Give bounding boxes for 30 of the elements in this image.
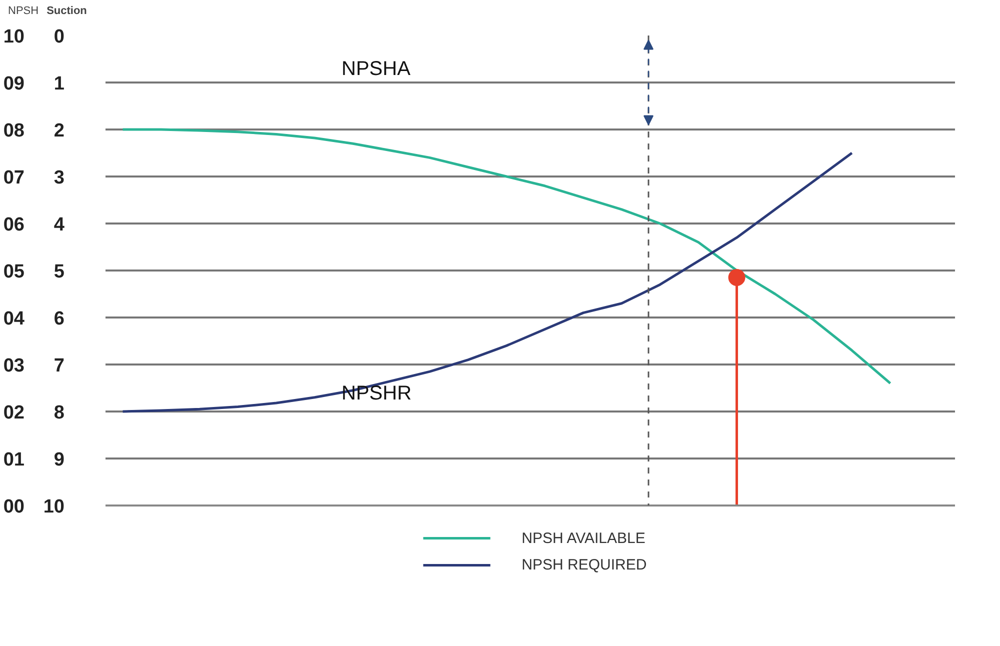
y-tick-label: 00 xyxy=(3,496,25,518)
y-tick-label: 02 xyxy=(3,402,25,424)
y-tick-label: 03 xyxy=(3,356,25,376)
y2-axis-title: Suction xyxy=(46,5,87,17)
y2-tick-label: 8 xyxy=(54,402,65,424)
y-tick-label: 06 xyxy=(3,214,25,236)
annotation: NPSHA xyxy=(342,58,412,80)
y-axis-title: NPSH xyxy=(8,5,39,17)
line-series xyxy=(122,152,854,413)
y2-tick-label: 9 xyxy=(54,450,65,470)
y2-tick-label: 7 xyxy=(54,356,65,376)
y-tick-label: 01 xyxy=(3,450,25,470)
y2-tick-label: 1 xyxy=(54,74,65,94)
y2-tick-label: 6 xyxy=(54,308,65,330)
line-series xyxy=(122,128,892,385)
y-tick-label: 05 xyxy=(3,262,25,282)
y2-tick-label: 0 xyxy=(54,26,65,48)
legend-label: NPSH AVAILABLE xyxy=(522,530,646,547)
y-tick-label: 04 xyxy=(3,308,25,330)
y2-tick-label: 4 xyxy=(54,214,65,236)
y-tick-label: 10 xyxy=(3,26,25,48)
y2-tick-label: 2 xyxy=(54,120,65,142)
y2-tick-label: 10 xyxy=(43,496,65,518)
annotation: NPSHR xyxy=(342,382,412,404)
y-tick-label: 09 xyxy=(3,74,25,94)
y-tick-label: 07 xyxy=(3,168,25,188)
y2-tick-label: 3 xyxy=(54,168,65,188)
y-tick-label: 08 xyxy=(3,120,25,142)
y2-tick-label: 5 xyxy=(54,262,65,282)
legend-label: NPSH REQUIRED xyxy=(522,556,647,574)
